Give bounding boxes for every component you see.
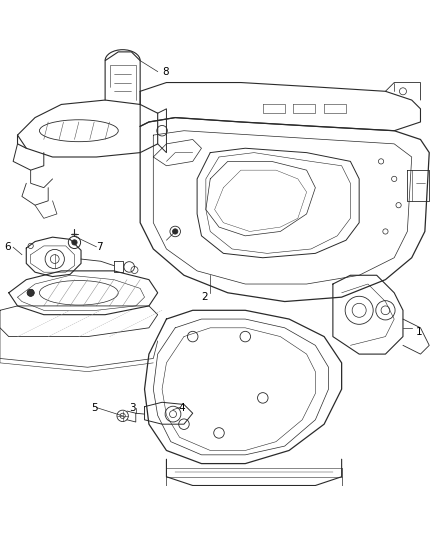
Circle shape: [72, 240, 77, 245]
Text: 6: 6: [4, 242, 11, 252]
Text: 1: 1: [416, 327, 423, 337]
Text: 7: 7: [96, 242, 103, 252]
Circle shape: [27, 289, 34, 296]
Text: 3: 3: [129, 402, 136, 413]
Circle shape: [173, 229, 178, 234]
Text: 5: 5: [91, 402, 98, 413]
Text: 8: 8: [162, 67, 169, 77]
Text: 2: 2: [201, 292, 208, 302]
Text: 4: 4: [179, 402, 185, 413]
